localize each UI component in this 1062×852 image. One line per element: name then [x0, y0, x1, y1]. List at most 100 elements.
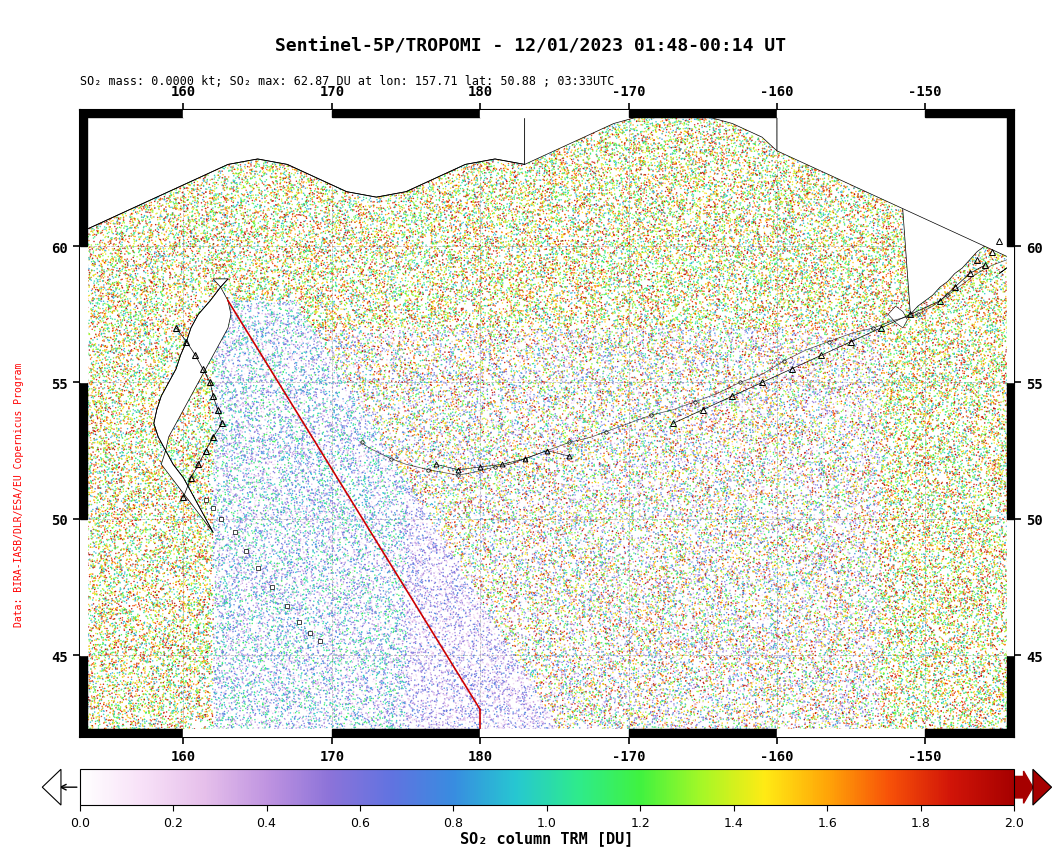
Point	[944, 412, 961, 426]
Point	[193, 148, 210, 162]
Point	[167, 391, 184, 405]
Point	[186, 202, 203, 216]
Point	[516, 505, 533, 519]
Point	[222, 643, 239, 657]
Point	[805, 386, 822, 400]
Point	[486, 281, 503, 295]
Point	[684, 671, 701, 685]
Point	[806, 690, 823, 704]
Point	[655, 616, 672, 630]
Point	[533, 619, 550, 633]
Point	[457, 161, 474, 175]
Point	[159, 633, 176, 647]
Point	[456, 502, 473, 515]
Point	[693, 389, 710, 403]
Point	[406, 208, 423, 222]
Point	[1005, 216, 1022, 229]
Point	[235, 648, 252, 662]
Point	[982, 639, 999, 653]
Point	[979, 245, 996, 259]
Point	[981, 516, 998, 530]
Point	[656, 551, 673, 565]
Point	[727, 659, 744, 672]
Point	[412, 728, 429, 742]
Point	[79, 458, 96, 471]
Point	[736, 583, 753, 596]
Point	[414, 227, 431, 241]
Point	[320, 527, 337, 541]
Point	[796, 343, 813, 357]
Point	[931, 614, 948, 628]
Point	[803, 523, 820, 537]
Point	[184, 271, 201, 285]
Point	[529, 725, 546, 739]
Point	[851, 396, 868, 410]
Point	[329, 211, 346, 225]
Point	[974, 521, 991, 534]
Point	[332, 601, 349, 614]
Point	[905, 203, 922, 216]
Point	[752, 604, 769, 618]
Point	[649, 222, 666, 235]
Point	[558, 245, 575, 259]
Point	[325, 449, 342, 463]
Point	[752, 384, 769, 398]
Point	[624, 504, 641, 518]
Point	[202, 247, 219, 261]
Point	[720, 475, 737, 488]
Point	[781, 220, 798, 233]
Point	[576, 262, 593, 275]
Point	[209, 344, 226, 358]
Point	[133, 297, 150, 311]
Point	[487, 549, 504, 562]
Point	[380, 635, 397, 648]
Point	[277, 458, 294, 472]
Point	[683, 664, 700, 677]
Point	[940, 170, 957, 184]
Point	[576, 677, 593, 691]
Point	[292, 458, 309, 472]
Point	[166, 453, 183, 467]
Point	[917, 348, 933, 361]
Point	[905, 343, 922, 357]
Point	[349, 135, 366, 148]
Point	[83, 434, 100, 447]
Point	[980, 177, 997, 191]
Point	[558, 595, 575, 608]
Point	[947, 590, 964, 603]
Point	[889, 500, 906, 514]
Point	[485, 329, 502, 343]
Point	[389, 605, 406, 619]
Point	[915, 124, 932, 137]
Point	[791, 616, 808, 630]
Point	[302, 446, 319, 460]
Point	[259, 197, 276, 210]
Point	[449, 569, 466, 583]
Point	[577, 532, 594, 545]
Point	[549, 488, 566, 502]
Point	[302, 189, 319, 203]
Point	[746, 556, 763, 569]
Point	[783, 617, 800, 630]
Point	[269, 250, 286, 264]
Point	[675, 532, 692, 545]
Point	[688, 289, 705, 302]
Point	[431, 571, 448, 584]
Point	[251, 370, 268, 383]
Point	[167, 469, 184, 483]
Point	[301, 187, 318, 201]
Point	[696, 492, 713, 506]
Point	[91, 509, 108, 522]
Point	[461, 156, 478, 170]
Point	[434, 552, 451, 566]
Point	[187, 475, 204, 488]
Point	[270, 533, 287, 547]
Point	[633, 639, 650, 653]
Point	[587, 711, 604, 724]
Point	[496, 105, 513, 118]
Point	[661, 198, 678, 211]
Point	[340, 291, 357, 304]
Point	[274, 446, 291, 459]
Point	[484, 216, 501, 229]
Point	[328, 359, 345, 372]
